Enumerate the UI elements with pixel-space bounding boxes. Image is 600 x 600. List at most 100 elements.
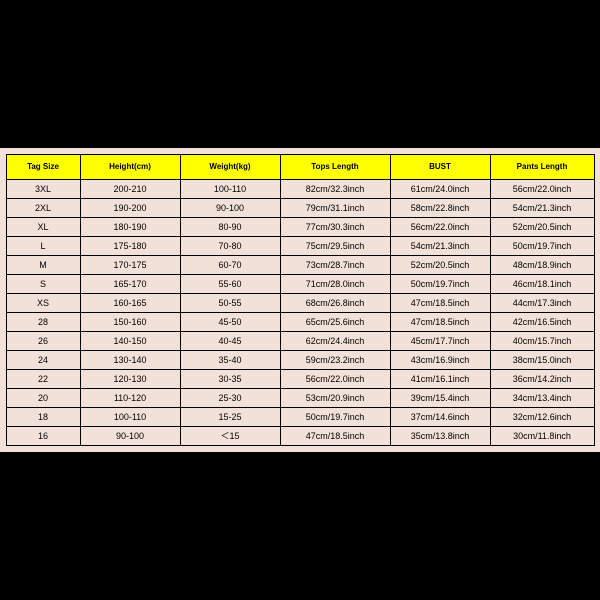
table-row: L 175-180 70-80 75cm/29.5inch 54cm/21.3i… — [6, 237, 594, 256]
cell-weight: 30-35 — [180, 370, 280, 389]
cell-bust: 45cm/17.7inch — [390, 332, 490, 351]
cell-tops-length: 77cm/30.3inch — [280, 218, 390, 237]
cell-bust: 61cm/24.0inch — [390, 180, 490, 199]
col-header-weight: Weight(kg) — [180, 155, 280, 180]
cell-tag-size: 26 — [6, 332, 80, 351]
cell-weight: 70-80 — [180, 237, 280, 256]
cell-pants-length: 42cm/16.5inch — [490, 313, 594, 332]
table-row: 22 120-130 30-35 56cm/22.0inch 41cm/16.1… — [6, 370, 594, 389]
cell-pants-length: 46cm/18.1inch — [490, 275, 594, 294]
table-row: 28 150-160 45-50 65cm/25.6inch 47cm/18.5… — [6, 313, 594, 332]
table-row: 24 130-140 35-40 59cm/23.2inch 43cm/16.9… — [6, 351, 594, 370]
cell-tops-length: 73cm/28.7inch — [280, 256, 390, 275]
cell-tops-length: 79cm/31.1inch — [280, 199, 390, 218]
cell-height: 90-100 — [80, 427, 180, 446]
cell-weight: 40-45 — [180, 332, 280, 351]
cell-tops-length: 75cm/29.5inch — [280, 237, 390, 256]
table-row: M 170-175 60-70 73cm/28.7inch 52cm/20.5i… — [6, 256, 594, 275]
cell-weight: 55-60 — [180, 275, 280, 294]
cell-tops-length: 65cm/25.6inch — [280, 313, 390, 332]
cell-height: 165-170 — [80, 275, 180, 294]
cell-tag-size: 28 — [6, 313, 80, 332]
cell-tag-size: 18 — [6, 408, 80, 427]
col-header-pants-length: Pants Length — [490, 155, 594, 180]
cell-bust: 56cm/22.0inch — [390, 218, 490, 237]
table-row: S 165-170 55-60 71cm/28.0inch 50cm/19.7i… — [6, 275, 594, 294]
cell-weight: 100-110 — [180, 180, 280, 199]
cell-height: 110-120 — [80, 389, 180, 408]
cell-weight: 25-30 — [180, 389, 280, 408]
cell-pants-length: 50cm/19.7inch — [490, 237, 594, 256]
cell-tops-length: 56cm/22.0inch — [280, 370, 390, 389]
cell-pants-length: 34cm/13.4inch — [490, 389, 594, 408]
cell-weight: 80-90 — [180, 218, 280, 237]
cell-tops-length: 53cm/20.9inch — [280, 389, 390, 408]
cell-tops-length: 68cm/26.8inch — [280, 294, 390, 313]
cell-height: 160-165 — [80, 294, 180, 313]
cell-weight: 45-50 — [180, 313, 280, 332]
cell-pants-length: 54cm/21.3inch — [490, 199, 594, 218]
cell-tag-size: 3XL — [6, 180, 80, 199]
cell-bust: 41cm/16.1inch — [390, 370, 490, 389]
cell-height: 120-130 — [80, 370, 180, 389]
table-row: 26 140-150 40-45 62cm/24.4inch 45cm/17.7… — [6, 332, 594, 351]
cell-tag-size: M — [6, 256, 80, 275]
table-row: 3XL 200-210 100-110 82cm/32.3inch 61cm/2… — [6, 180, 594, 199]
cell-tag-size: S — [6, 275, 80, 294]
cell-tops-length: 50cm/19.7inch — [280, 408, 390, 427]
table-panel: Tag Size Height(cm) Weight(kg) Tops Leng… — [0, 148, 600, 452]
cell-weight: 35-40 — [180, 351, 280, 370]
cell-pants-length: 38cm/15.0inch — [490, 351, 594, 370]
table-row: XL 180-190 80-90 77cm/30.3inch 56cm/22.0… — [6, 218, 594, 237]
cell-tops-length: 71cm/28.0inch — [280, 275, 390, 294]
cell-tops-length: 62cm/24.4inch — [280, 332, 390, 351]
col-header-tag-size: Tag Size — [6, 155, 80, 180]
cell-height: 130-140 — [80, 351, 180, 370]
cell-height: 180-190 — [80, 218, 180, 237]
table-row: 18 100-110 15-25 50cm/19.7inch 37cm/14.6… — [6, 408, 594, 427]
cell-tag-size: XS — [6, 294, 80, 313]
cell-tag-size: 22 — [6, 370, 80, 389]
header-row: Tag Size Height(cm) Weight(kg) Tops Leng… — [6, 155, 594, 180]
cell-weight: 50-55 — [180, 294, 280, 313]
cell-pants-length: 56cm/22.0inch — [490, 180, 594, 199]
cell-height: 190-200 — [80, 199, 180, 218]
col-header-height: Height(cm) — [80, 155, 180, 180]
col-header-bust: BUST — [390, 155, 490, 180]
cell-pants-length: 40cm/15.7inch — [490, 332, 594, 351]
cell-bust: 54cm/21.3inch — [390, 237, 490, 256]
table-row: 16 90-100 ＜15 47cm/18.5inch 35cm/13.8inc… — [6, 427, 594, 446]
cell-bust: 35cm/13.8inch — [390, 427, 490, 446]
cell-bust: 50cm/19.7inch — [390, 275, 490, 294]
cell-bust: 58cm/22.8inch — [390, 199, 490, 218]
cell-pants-length: 36cm/14.2inch — [490, 370, 594, 389]
cell-weight: 90-100 — [180, 199, 280, 218]
cell-height: 140-150 — [80, 332, 180, 351]
cell-bust: 47cm/18.5inch — [390, 294, 490, 313]
cell-height: 170-175 — [80, 256, 180, 275]
cell-tops-length: 47cm/18.5inch — [280, 427, 390, 446]
cell-bust: 43cm/16.9inch — [390, 351, 490, 370]
cell-tops-length: 59cm/23.2inch — [280, 351, 390, 370]
cell-height: 100-110 — [80, 408, 180, 427]
table-row: 2XL 190-200 90-100 79cm/31.1inch 58cm/22… — [6, 199, 594, 218]
size-chart-table: Tag Size Height(cm) Weight(kg) Tops Leng… — [6, 154, 595, 446]
cell-height: 150-160 — [80, 313, 180, 332]
table-row: XS 160-165 50-55 68cm/26.8inch 47cm/18.5… — [6, 294, 594, 313]
cell-tag-size: 2XL — [6, 199, 80, 218]
cell-bust: 52cm/20.5inch — [390, 256, 490, 275]
cell-bust: 47cm/18.5inch — [390, 313, 490, 332]
cell-height: 200-210 — [80, 180, 180, 199]
cell-tops-length: 82cm/32.3inch — [280, 180, 390, 199]
cell-tag-size: 20 — [6, 389, 80, 408]
cell-tag-size: L — [6, 237, 80, 256]
cell-tag-size: XL — [6, 218, 80, 237]
cell-weight: ＜15 — [180, 427, 280, 446]
cell-tag-size: 16 — [6, 427, 80, 446]
cell-pants-length: 32cm/12.6inch — [490, 408, 594, 427]
cell-tag-size: 24 — [6, 351, 80, 370]
cell-pants-length: 52cm/20.5inch — [490, 218, 594, 237]
cell-pants-length: 44cm/17.3inch — [490, 294, 594, 313]
cell-height: 175-180 — [80, 237, 180, 256]
page-container: Tag Size Height(cm) Weight(kg) Tops Leng… — [0, 0, 600, 600]
